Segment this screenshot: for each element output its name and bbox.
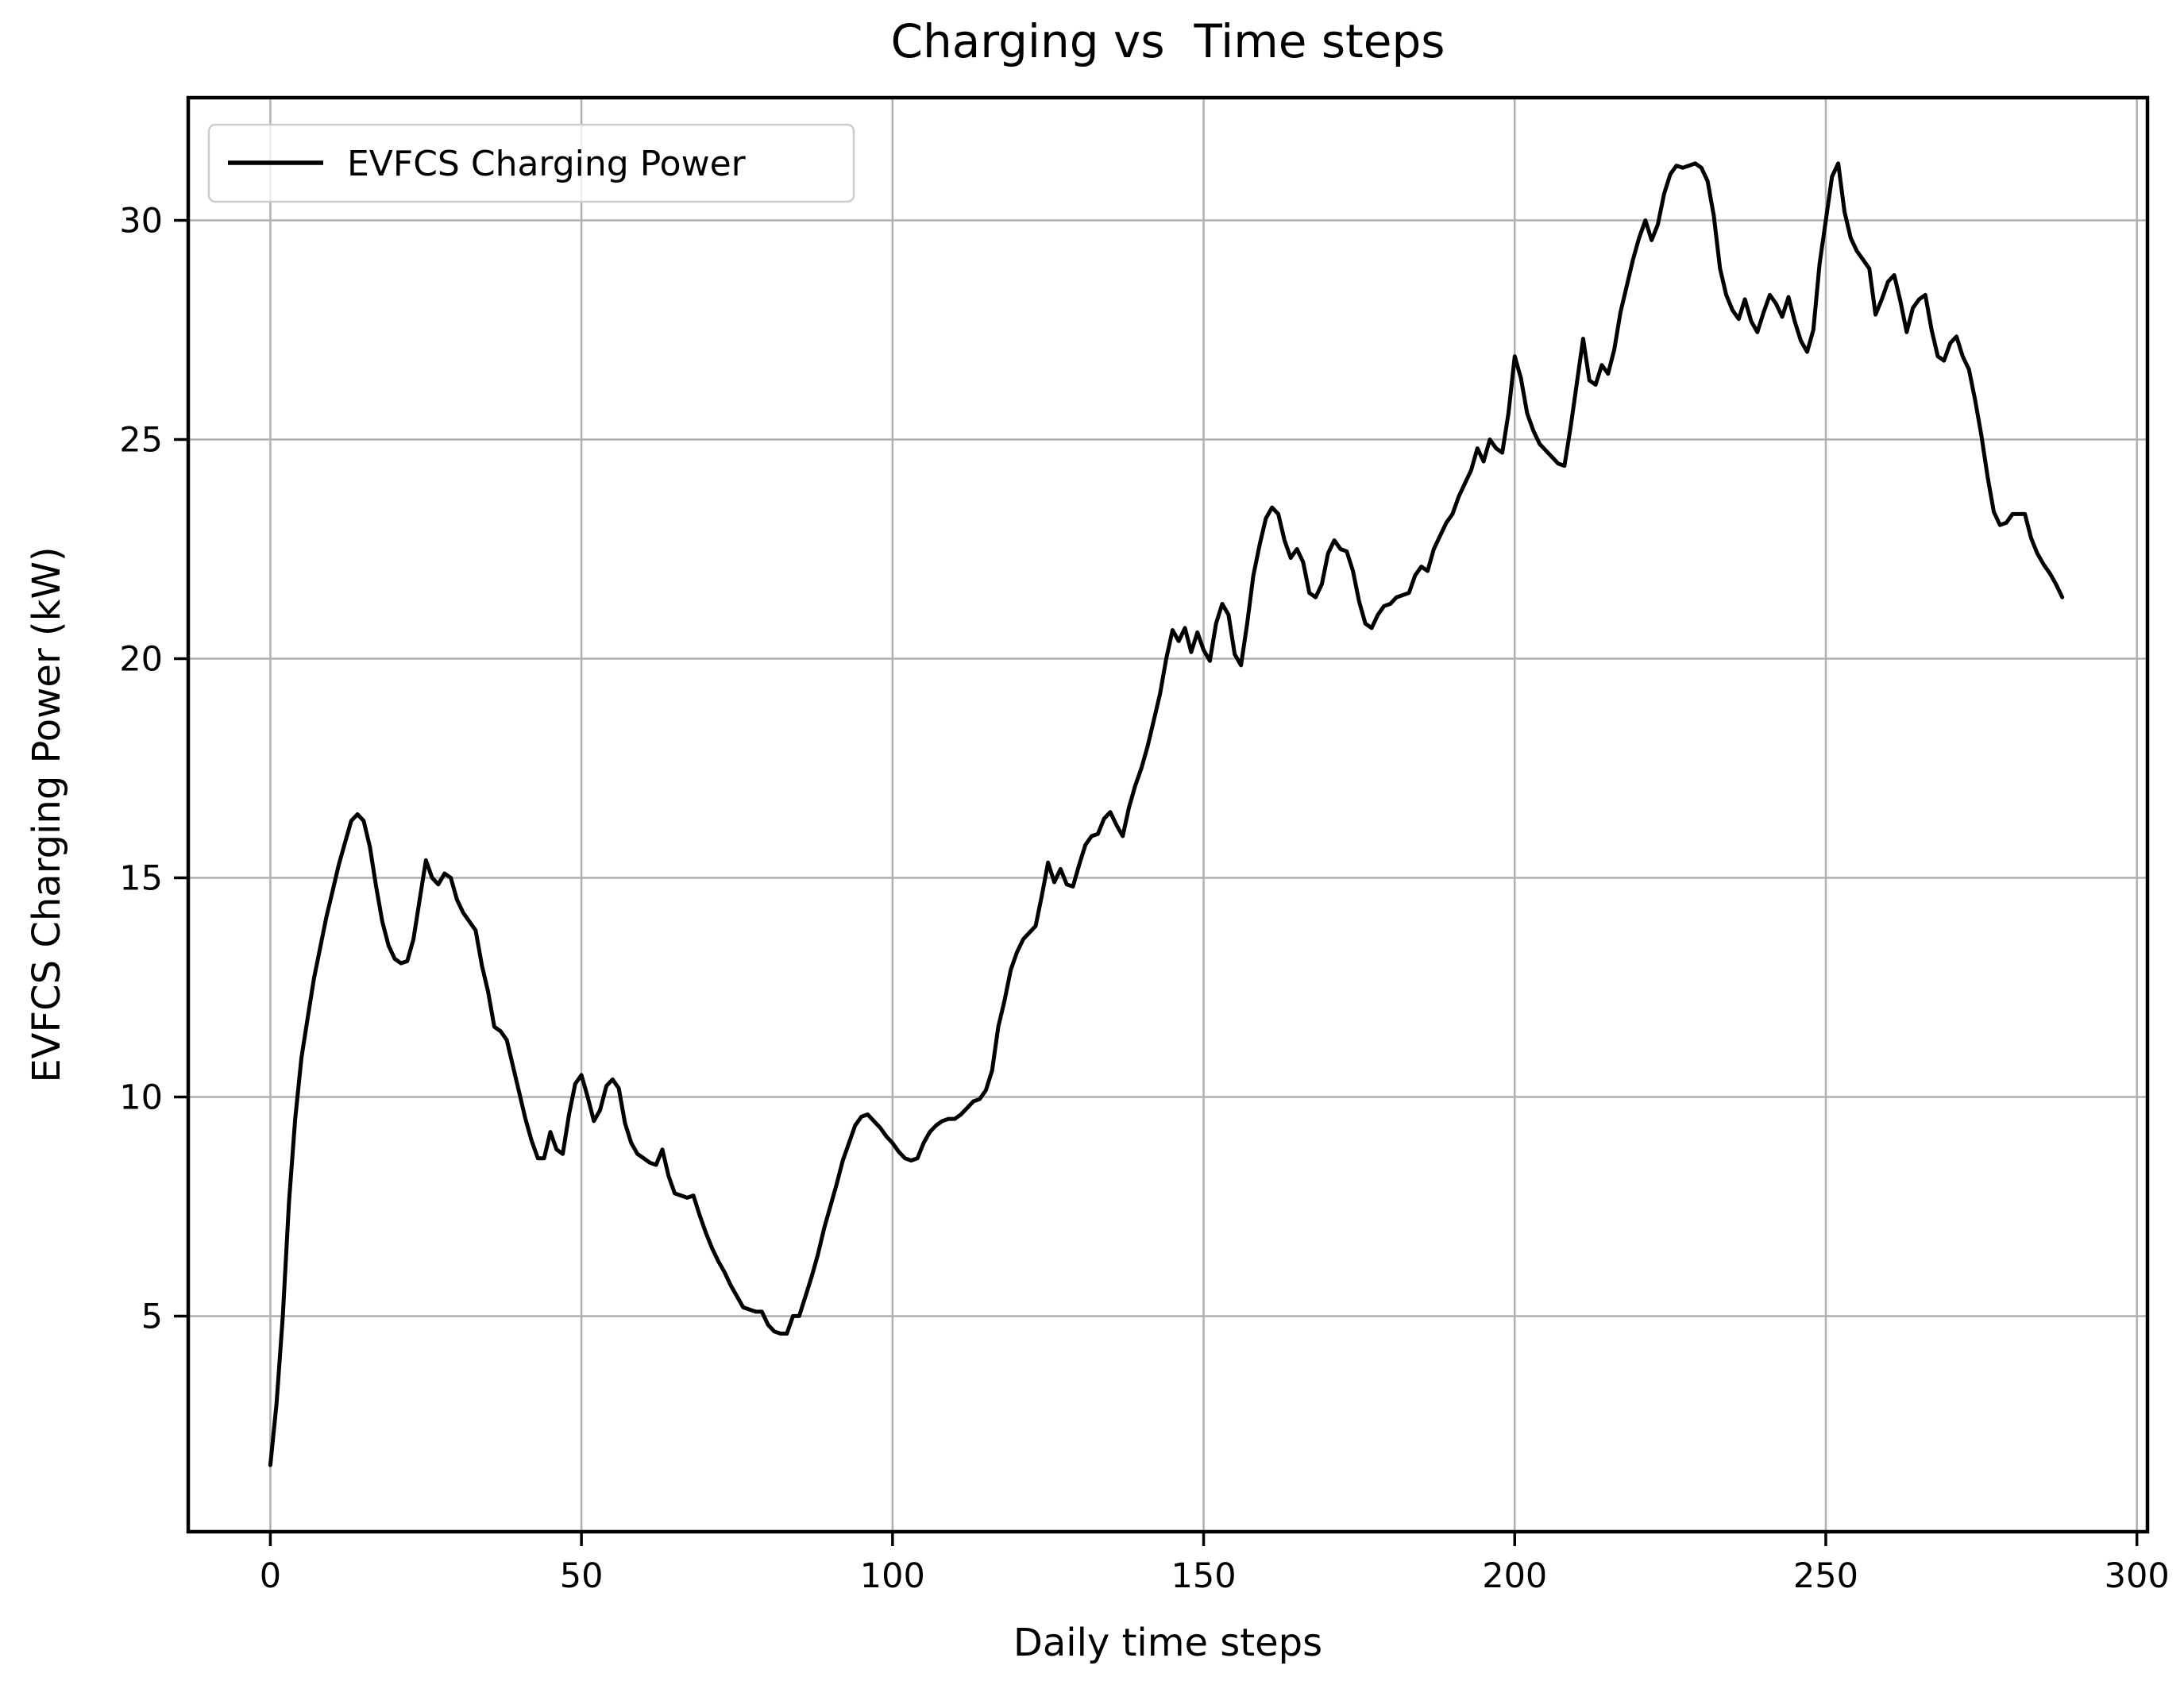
y-tick-label-5: 5 — [141, 1297, 163, 1336]
tick-labels: 0 50 100 150 200 250 300 5 10 15 20 25 30 — [119, 202, 2169, 1596]
series-evfcs-charging-power — [268, 161, 2065, 1467]
legend-box — [207, 123, 855, 203]
y-tick-label-10: 10 — [119, 1078, 163, 1117]
y-axis-label: EVFCS Charging Power (kW) — [25, 546, 69, 1082]
ticks — [174, 218, 2139, 1546]
x-tick-label-150: 150 — [1171, 1556, 1237, 1596]
y-tick-label-20: 20 — [119, 640, 163, 680]
x-tick-label-300: 300 — [2105, 1556, 2170, 1596]
x-tick-label-100: 100 — [860, 1556, 925, 1596]
plot-border — [186, 95, 2150, 1534]
y-tick-label-30: 30 — [119, 202, 163, 241]
grid — [188, 98, 2147, 1532]
x-tick-label-200: 200 — [1482, 1556, 1547, 1596]
chart-title: Charging vs Time steps — [890, 14, 1445, 68]
x-tick-label-0: 0 — [260, 1556, 281, 1596]
y-tick-label-25: 25 — [119, 421, 163, 461]
y-tick-label-15: 15 — [119, 858, 163, 898]
x-tick-label-50: 50 — [560, 1556, 604, 1596]
legend-label: EVFCS Charging Power — [347, 144, 747, 184]
x-tick-label-250: 250 — [1793, 1556, 1858, 1596]
x-axis-label: Daily time steps — [1013, 1621, 1322, 1665]
legend: EVFCS Charging Power — [207, 123, 855, 203]
